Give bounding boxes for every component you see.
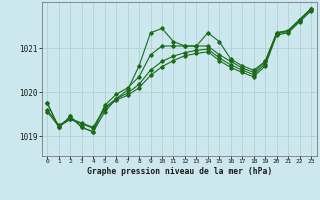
X-axis label: Graphe pression niveau de la mer (hPa): Graphe pression niveau de la mer (hPa) (87, 167, 272, 176)
